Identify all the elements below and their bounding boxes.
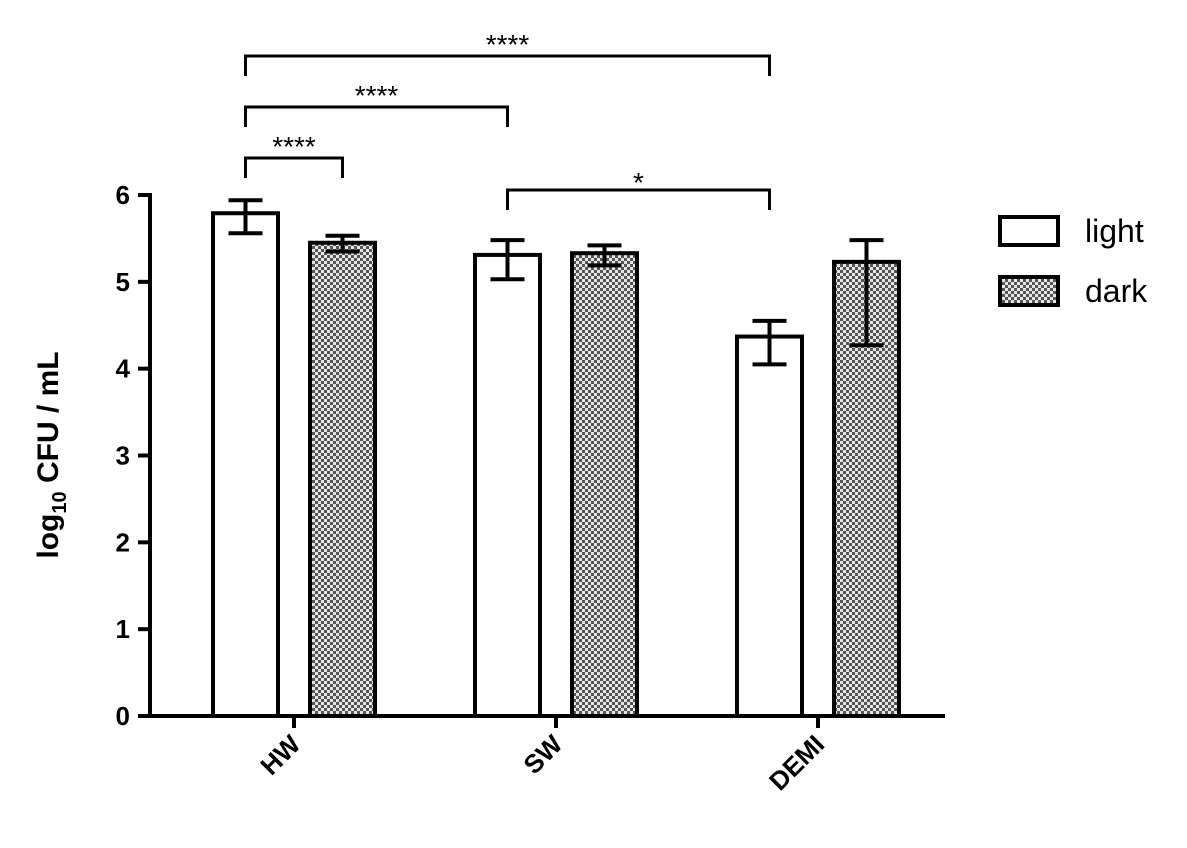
bar [211, 211, 280, 719]
bar [473, 252, 542, 718]
bar [308, 240, 377, 718]
significance-label: **** [272, 131, 316, 162]
bar [570, 251, 639, 718]
y-tick-label: 2 [116, 527, 130, 557]
y-tick-label: 5 [116, 267, 130, 297]
y-tick-label: 0 [116, 701, 130, 731]
y-axis-label: log10 CFU / mL [32, 351, 71, 558]
y-label-part: CFU / mL [32, 351, 65, 491]
y-tick-label: 1 [116, 614, 130, 644]
significance-bracket [244, 54, 771, 76]
y-tick-label: 6 [116, 180, 130, 210]
legend-label: dark [1085, 273, 1148, 309]
significance-label: **** [486, 29, 530, 60]
legend-label: light [1085, 213, 1144, 249]
y-tick-label: 4 [116, 354, 131, 384]
significance-label: * [633, 167, 644, 198]
y-label-part: 10 [49, 491, 71, 513]
significance-bracket [244, 156, 344, 178]
significance-label: **** [355, 80, 399, 111]
significance-bracket [506, 188, 771, 210]
x-tick-label: SW [517, 729, 568, 780]
significance-bracket [244, 105, 509, 127]
legend-swatch [998, 215, 1060, 247]
x-tick-label: HW [254, 729, 306, 781]
legend-swatch [998, 275, 1060, 307]
x-tick-label: DEMI [763, 729, 830, 796]
y-tick-label: 3 [116, 441, 130, 471]
bar [735, 334, 804, 718]
y-label-part: log [32, 514, 65, 559]
